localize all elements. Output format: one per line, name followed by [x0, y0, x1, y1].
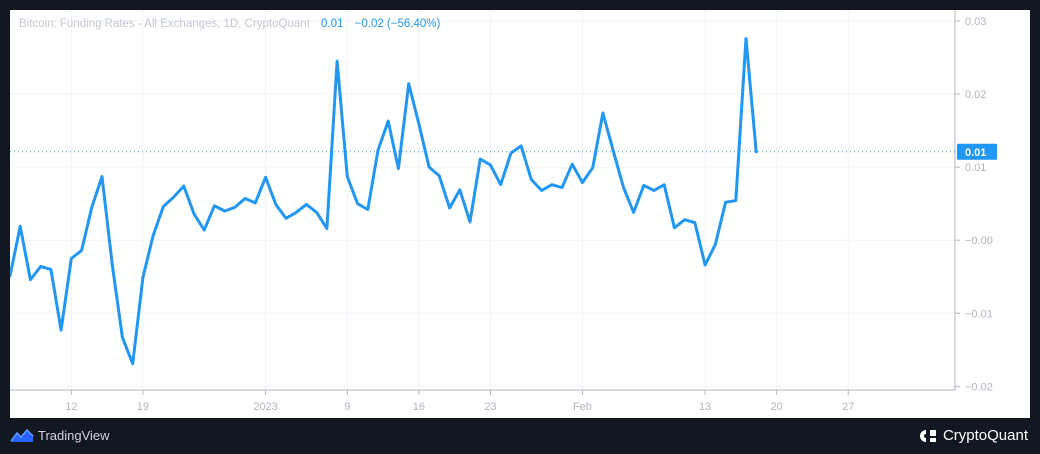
y-tick-label: 0.01: [965, 162, 986, 174]
tradingview-brand[interactable]: TradingView: [10, 427, 110, 443]
x-tick-label: Feb: [573, 401, 592, 413]
x-tick-label: 12: [65, 401, 77, 413]
x-tick-label: 20: [771, 401, 783, 413]
legend-value: 0.01: [321, 18, 344, 30]
y-tick-label: −0.02: [965, 381, 993, 393]
cryptoquant-label: CryptoQuant: [942, 427, 1028, 444]
legend-change: −0.02 (−56.40%): [354, 18, 441, 30]
cryptoquant-brand[interactable]: CryptoQuant: [918, 427, 1028, 444]
x-tick-label: 27: [842, 401, 854, 413]
x-tick-label: 19: [137, 401, 149, 413]
x-tick-label: 2023: [253, 401, 277, 413]
chart-title: Bitcoin: Funding Rates - All Exchanges, …: [19, 18, 310, 30]
tradingview-logo-icon: [10, 428, 34, 442]
tradingview-label: TradingView: [38, 427, 110, 443]
x-tick-label: 16: [413, 401, 425, 413]
funding-rate-chart[interactable]: 0.03 0.02 0.01 −0.00 −0.01 −0.02 12 19 2023 9 16 23…: [10, 10, 1030, 418]
x-tick-label: 13: [699, 401, 711, 413]
y-tick-label: −0.01: [965, 308, 993, 320]
y-tick-label: −0.00: [965, 235, 993, 247]
x-tick-label: 9: [344, 401, 350, 413]
footer-bar: TradingView CryptoQuant: [0, 418, 1040, 454]
last-value-label: 0.01: [965, 147, 986, 159]
cryptoquant-logo-icon: [919, 429, 936, 442]
legend: Bitcoin: Funding Rates - All Exchanges, …: [19, 18, 440, 30]
funding-rate-series-line: [10, 37, 758, 366]
plot-area[interactable]: 0.03 0.02 0.01 −0.00 −0.01 −0.02 12 19 2023 9 16 23…: [10, 10, 1030, 418]
y-tick-label: 0.03: [965, 16, 986, 28]
y-tick-label: 0.02: [965, 89, 986, 101]
last-value-badge: [957, 143, 997, 160]
x-tick-label: 23: [484, 401, 496, 413]
